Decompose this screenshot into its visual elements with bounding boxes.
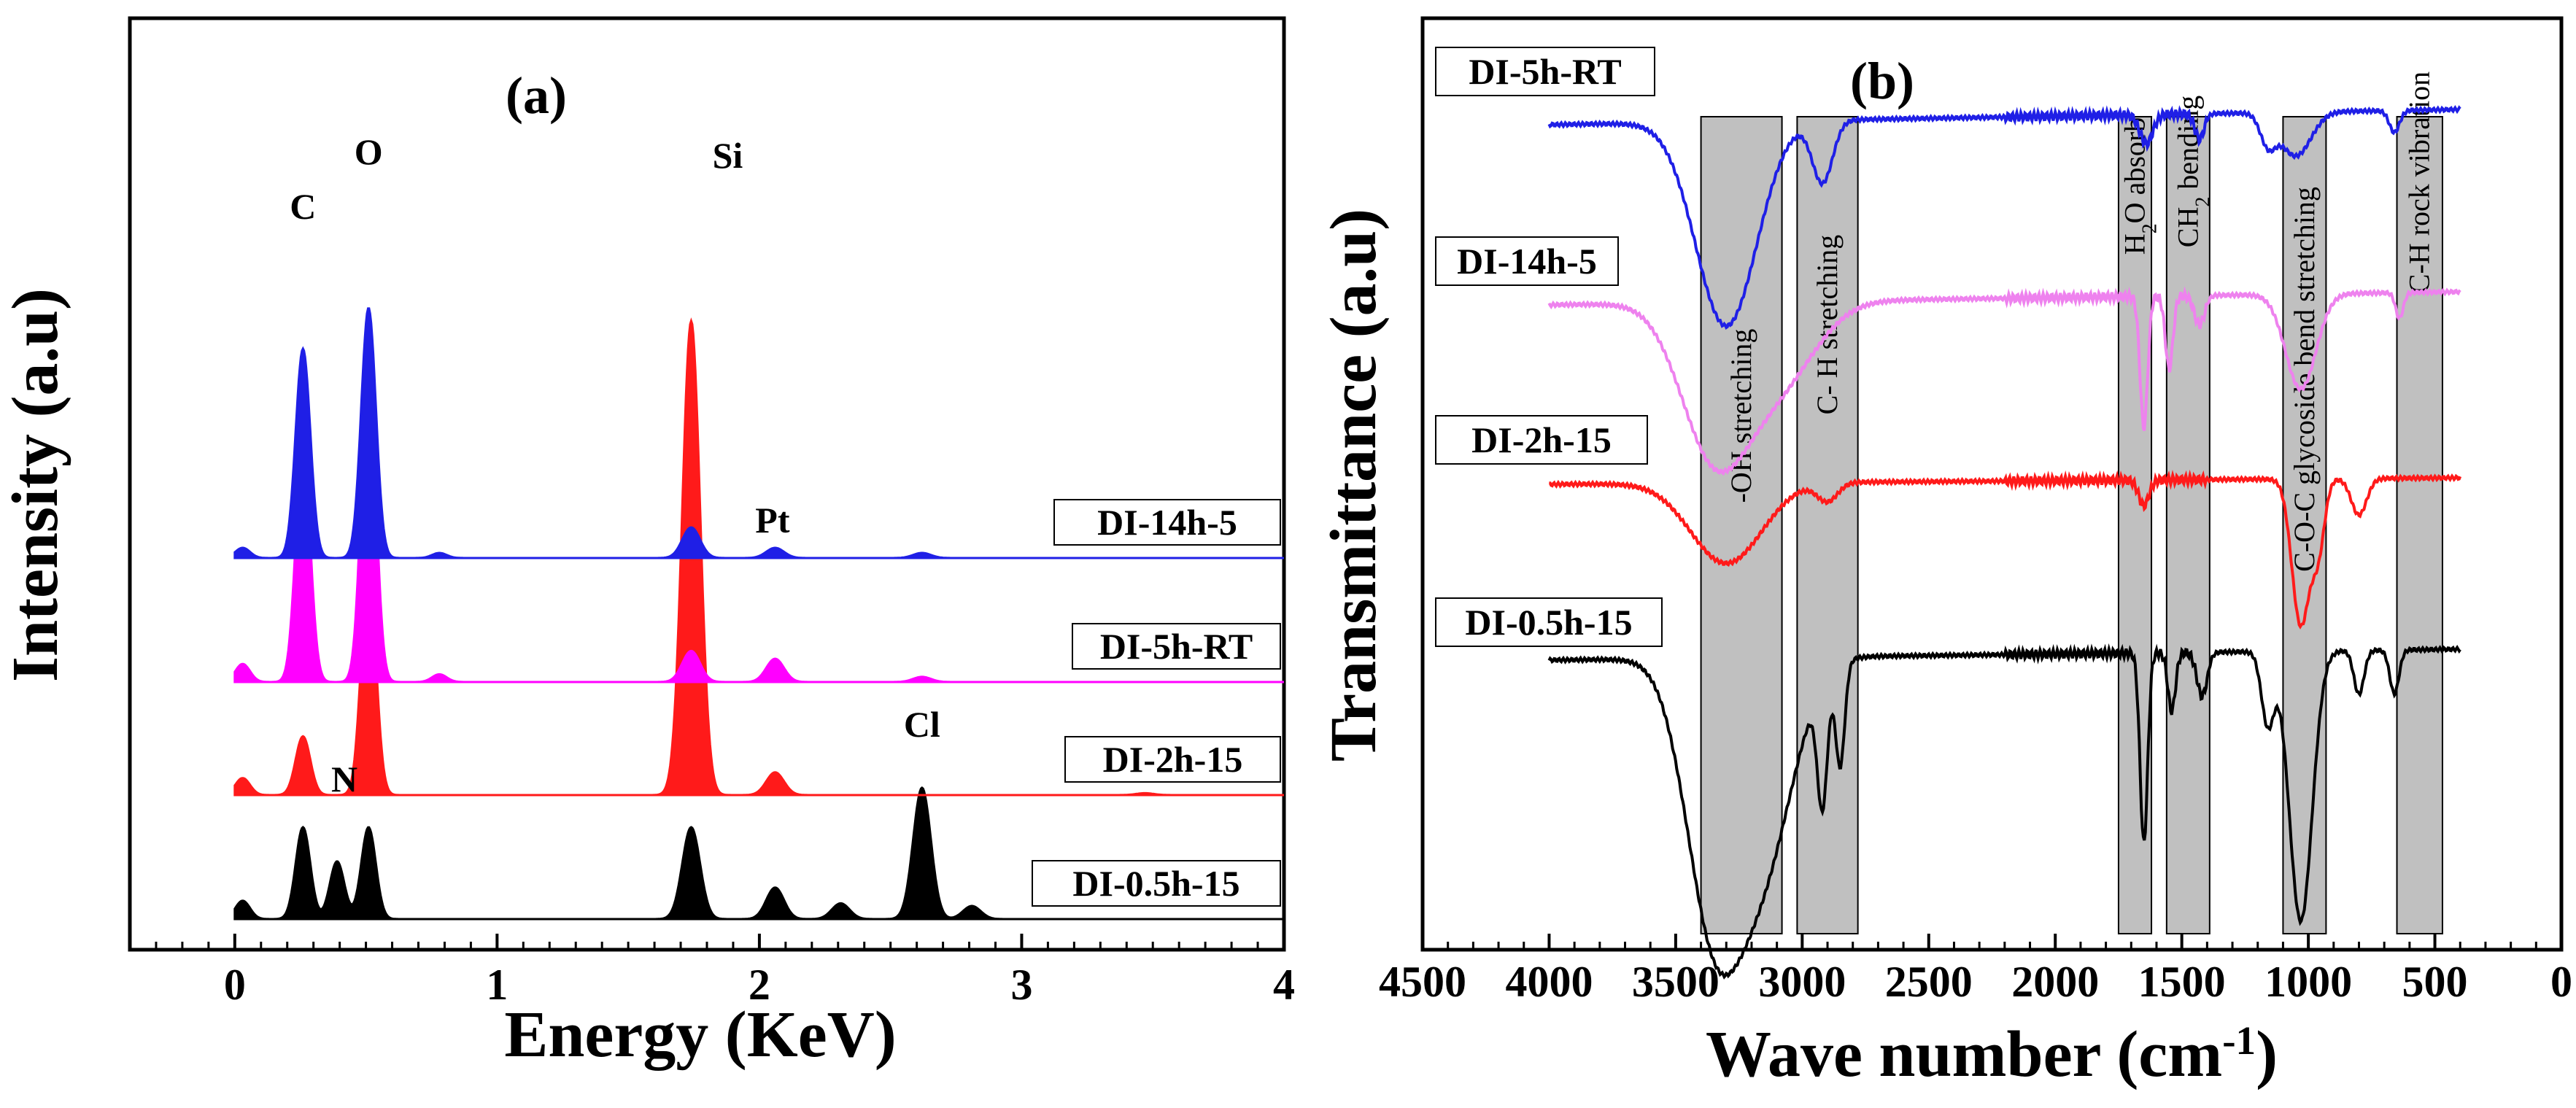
panel-a-x-axis-title: Energy (KeV) (504, 999, 896, 1071)
peak-label-pt: Pt (755, 500, 790, 541)
x-tick-label-1: 1 (486, 961, 508, 1009)
legend-label-di-5h-rt: DI-5h-RT (1469, 51, 1621, 92)
panel-b-traces (1547, 104, 2462, 980)
panel-b-x-axis-title-main: Wave number (cm (1706, 1018, 2222, 1090)
panel-a: 0 1 2 3 4 CO N Si Pt Cl DI-0.5h-15 DI-2h-15 DI-5h-… (0, 16, 1295, 1071)
panel-b-x-axis-title-sup: -1 (2222, 1018, 2256, 1063)
band-label-0: -OH stretching (1725, 329, 1757, 503)
legend-label-di-14h-5: DI-14h-5 (1097, 502, 1237, 543)
panel-a-peak-labels: CO N Si Pt Cl (290, 131, 940, 799)
legend-box-di-0-5h-15 (1032, 860, 1281, 907)
band-label-text: C-H rock vibration (2403, 71, 2436, 293)
panel-b-x-axis-title: Wave number (cm-1) (1706, 1018, 2278, 1091)
legend-label-di-2h-15: DI-2h-15 (1471, 419, 1612, 460)
panel-a-y-axis-title: Intensity (a.u) (0, 288, 71, 682)
band-label-text: -OH stretching (1725, 329, 1757, 503)
legend-box-di-14h-5 (1435, 236, 1619, 286)
panel-b-frame (1420, 16, 2564, 952)
legend-label-di-0-5h-15: DI-0.5h-15 (1072, 863, 1239, 904)
band-label-5: C-H rock vibration (2403, 71, 2436, 293)
x-tick-label-2500: 2500 (1885, 958, 1973, 1006)
series-di-14h-5-area (233, 307, 1284, 559)
legend-label-di-14h-5: DI-14h-5 (1457, 241, 1597, 282)
x-tick-label-0: 0 (224, 961, 246, 1009)
band-oh-stretching (1700, 116, 1783, 934)
series-di-2h-15-area (233, 317, 1284, 797)
panel-b-y-axis-title: Transmittance (a.u) (1318, 209, 1390, 762)
band-c-o-c-glycoside-bend-stretching (2282, 116, 2327, 934)
x-tick-label-3: 3 (1010, 961, 1032, 1009)
peak-label-cl: Cl (904, 704, 940, 745)
legend-box-di-5h-rt (1435, 47, 1655, 96)
x-tick-label-0: 0 (2550, 958, 2572, 1006)
x-tick-label-3000: 3000 (1758, 958, 1846, 1006)
x-tick-label-3500: 3500 (1632, 958, 1720, 1006)
band-label-2: H2O absorb (2118, 117, 2161, 255)
x-tick-label-1500: 1500 (2138, 958, 2226, 1006)
series-di-0-5h-15-line (1547, 643, 2461, 980)
band-label-text: H (2118, 233, 2151, 255)
series-di-5h-rt-line (1547, 104, 2461, 330)
panel-b-legend: DI-5h-RT DI-14h-5 DI-2h-15 DI-0.5h-15 (1435, 47, 1663, 647)
peak-label-c: C (290, 186, 316, 227)
band-ch-bending (2165, 116, 2211, 934)
panel-b-label: (b) (1850, 52, 1914, 110)
series-di-2h-15-line (1548, 469, 2462, 629)
legend-label-di-0-5h-15: DI-0.5h-15 (1465, 602, 1632, 643)
series-di-0-5h-15-area (233, 786, 1284, 921)
x-tick-label-1000: 1000 (2264, 958, 2352, 1006)
legend-box-di-5h-rt (1072, 623, 1281, 670)
peak-label-si: Si (713, 135, 743, 176)
series-di-5h-rt-area (233, 371, 1284, 683)
panel-b-x-axis-title-end: ) (2256, 1018, 2278, 1090)
series-di-14h-5-line (1547, 286, 2461, 476)
panel-b-ticks: 4500 4000 3500 3000 2500 2000 1500 1000 500 0 (1379, 934, 2572, 1006)
x-tick-label-2: 2 (749, 961, 770, 1009)
band-c-h-stretching (1796, 116, 1859, 934)
legend-box-di-2h-15 (1064, 736, 1281, 783)
legend-box-di-14h-5 (1053, 499, 1281, 546)
peak-label-n: N (331, 759, 357, 799)
panel-a-legend: DI-0.5h-15 DI-2h-15 DI-5h-RT DI-14h-5 (1032, 499, 1281, 907)
band-c-h-rock-vibration (2396, 116, 2443, 934)
band-label-text: CH (2171, 207, 2204, 248)
band-ho-absorb (2117, 116, 2153, 934)
peak-label-o: O (355, 131, 383, 172)
panel-a-traces (233, 307, 1284, 921)
x-tick-label-500: 500 (2402, 958, 2468, 1006)
legend-box-di-2h-15 (1435, 415, 1648, 465)
legend-label-di-2h-15: DI-2h-15 (1103, 739, 1243, 780)
x-tick-label-4000: 4000 (1505, 958, 1593, 1006)
band-label-sub: 2 (2138, 223, 2161, 233)
x-tick-label-4: 4 (1273, 961, 1295, 1009)
band-label-end: O absorb (2118, 117, 2151, 224)
band-label-sub: 2 (2192, 197, 2214, 207)
x-tick-label-2000: 2000 (2011, 958, 2099, 1006)
panel-a-ticks: 0 1 2 3 4 (155, 934, 1295, 1009)
legend-label-di-5h-rt: DI-5h-RT (1100, 626, 1253, 667)
x-tick-label-4500: 4500 (1379, 958, 1466, 1006)
panel-a-label: (a) (506, 66, 567, 125)
legend-box-di-0-5h-15 (1435, 597, 1663, 647)
